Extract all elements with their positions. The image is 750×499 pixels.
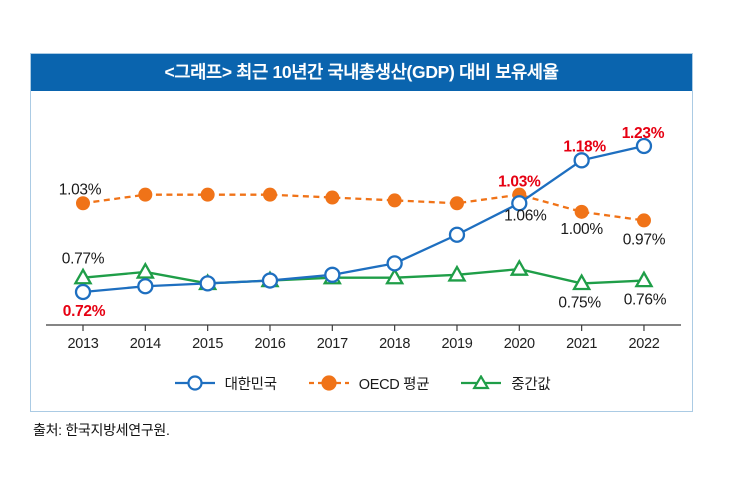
series-point	[387, 193, 402, 208]
chart-panel: <그래프> 최근 10년간 국내총생산(GDP) 대비 보유세율	[30, 53, 693, 412]
data-label: 1.23%	[622, 125, 665, 142]
data-label: 1.06%	[504, 208, 547, 225]
source-text: 출처: 한국지방세연구원.	[33, 422, 170, 438]
data-label: 0.97%	[623, 231, 666, 248]
series-line-0	[82, 144, 645, 294]
series-point	[574, 204, 589, 219]
legend-marker-circle-open	[174, 375, 215, 391]
legend-item-1: OECD 평균	[307, 373, 430, 394]
x-axis-label: 2021	[566, 336, 597, 352]
series-point	[324, 266, 341, 283]
legend-item-2: 중간값	[459, 373, 551, 394]
legend-marker-circle-filled	[308, 375, 349, 391]
series-line-1	[82, 193, 645, 222]
series-line-2	[82, 267, 645, 285]
series-point	[635, 137, 653, 155]
data-label: 1.18%	[563, 138, 606, 155]
data-label: 0.76%	[624, 292, 667, 309]
series-point	[572, 273, 592, 291]
series-point	[73, 267, 93, 285]
data-label: 0.72%	[63, 303, 106, 320]
series-point	[74, 283, 92, 301]
series-point	[76, 196, 90, 211]
series-point	[509, 258, 529, 276]
x-axis-label: 2013	[67, 336, 98, 352]
x-axis-label: 2020	[504, 336, 535, 352]
data-label: 1.03%	[498, 173, 541, 190]
legend-label: 중간값	[511, 376, 551, 393]
series-point	[137, 278, 154, 295]
data-label: 0.75%	[558, 294, 601, 311]
series-point	[261, 272, 279, 289]
series-point	[573, 152, 590, 169]
chart-legend: 대한민국 OECD 평균 중간값	[30, 368, 693, 398]
series-point	[386, 255, 403, 272]
data-label: 1.03%	[59, 181, 102, 198]
legend-marker-triangle-open	[461, 375, 502, 390]
series-point	[634, 270, 654, 288]
legend-label: 대한민국	[224, 376, 277, 393]
series-point	[138, 187, 153, 202]
chart-title: <그래프> 최근 10년간 국내총생산(GDP) 대비 보유세율	[31, 54, 692, 91]
series-point	[135, 261, 155, 279]
x-axis-label: 2019	[441, 336, 472, 352]
legend-label: OECD 평균	[358, 376, 430, 393]
data-label: 0.77%	[62, 251, 105, 268]
legend-item-0: 대한민국	[173, 373, 277, 394]
x-axis-label: 2016	[254, 336, 285, 352]
series-point	[325, 190, 340, 205]
series-point	[199, 275, 216, 292]
x-axis-label: 2015	[192, 336, 223, 352]
x-axis-label: 2014	[130, 336, 161, 352]
x-axis-label: 2018	[379, 336, 410, 352]
series-point	[511, 195, 528, 212]
series-point	[447, 264, 467, 282]
x-axis-label: 2017	[317, 336, 348, 352]
series-point	[200, 187, 215, 202]
data-label: 1.00%	[560, 221, 603, 238]
series-point	[636, 213, 651, 228]
x-axis-label: 2022	[628, 336, 659, 352]
series-point	[385, 267, 405, 285]
series-point	[449, 196, 464, 211]
series-point	[262, 187, 277, 202]
series-point	[448, 226, 466, 243]
